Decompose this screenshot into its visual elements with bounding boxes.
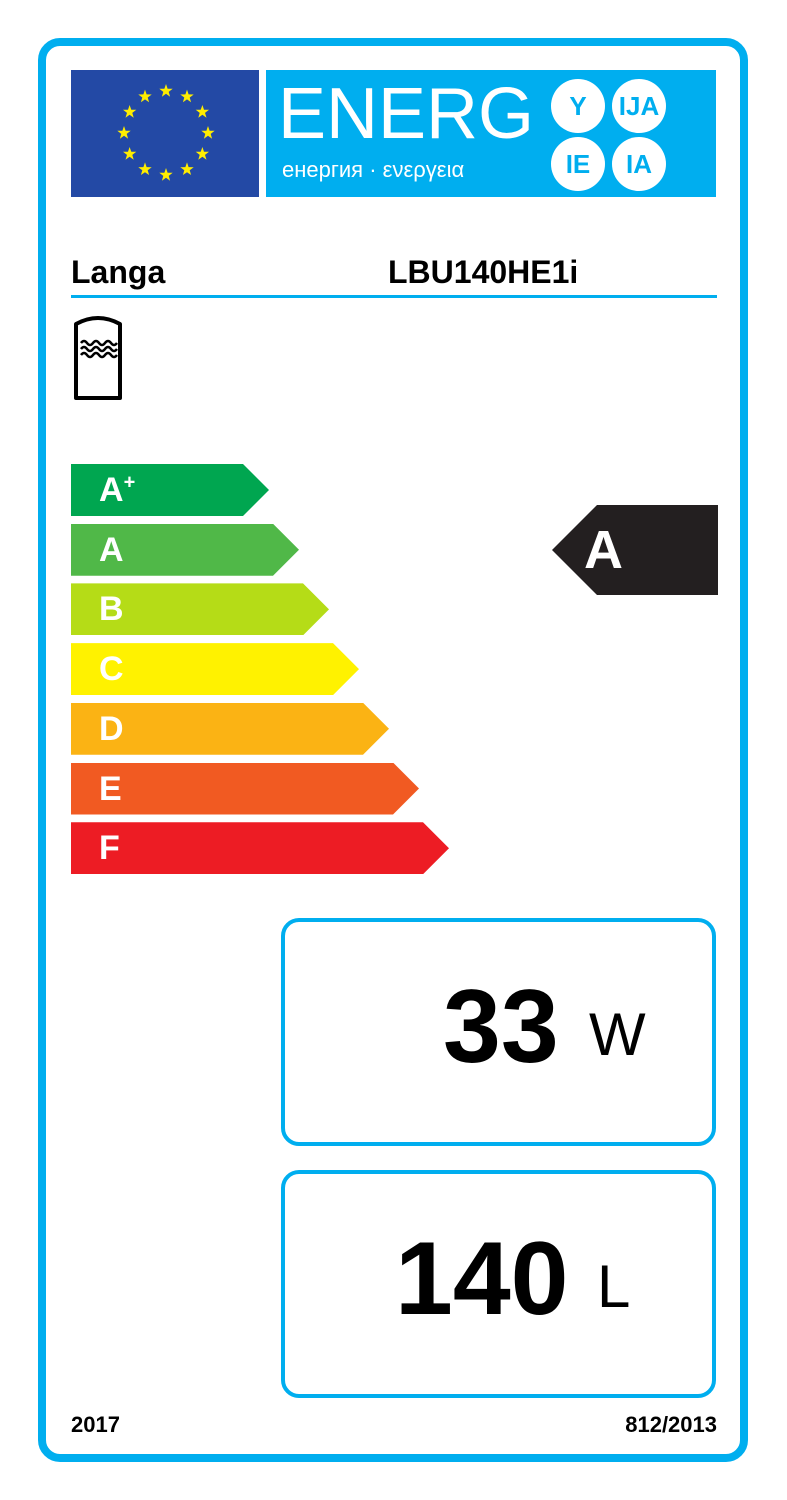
energy-banner: ENERG енергия · ενεργεια Y IJA IE IA xyxy=(266,70,716,197)
star-icon xyxy=(117,126,131,139)
label-frame xyxy=(38,38,748,1462)
star-icon xyxy=(180,89,194,103)
volume-value: 140 xyxy=(395,1221,569,1337)
star-icon xyxy=(138,162,152,175)
scale-bar-c: C xyxy=(71,643,359,695)
star-icon xyxy=(201,126,215,139)
suffix-y: Y xyxy=(551,79,605,133)
scale-letter: D xyxy=(99,709,124,748)
scale-bar-b: B xyxy=(71,583,329,635)
scale-bar-e: E xyxy=(71,763,419,815)
scale-letter: F xyxy=(99,829,120,868)
star-icon xyxy=(123,147,137,160)
eu-flag xyxy=(71,70,259,197)
model-id: LBU140HE1i xyxy=(388,254,579,290)
scale-bar-d: D xyxy=(71,703,389,755)
scale-bar-a: A xyxy=(71,524,299,576)
scale-plus: + xyxy=(123,471,136,494)
energy-subtitle: енергия · ενεργεια xyxy=(282,157,465,182)
scale-letter: E xyxy=(99,769,122,808)
header-rule xyxy=(71,295,717,298)
star-icon xyxy=(159,84,173,97)
star-icon xyxy=(195,105,209,118)
water-storage-tank-icon xyxy=(73,312,125,405)
scale-letter: C xyxy=(99,650,124,689)
suffix-ia: IA xyxy=(612,137,666,191)
volume-box: 140 L xyxy=(281,1170,716,1398)
energy-word: ENERG xyxy=(278,74,535,154)
scale-bar-f: F xyxy=(71,822,449,874)
star-icon xyxy=(138,89,152,103)
scale-letter: A xyxy=(99,471,124,509)
footer-regulation: 812/2013 xyxy=(625,1412,717,1437)
star-icon xyxy=(159,168,173,181)
standing-loss-unit: W xyxy=(589,1001,646,1068)
volume-unit: L xyxy=(597,1253,631,1320)
star-icon xyxy=(123,105,137,118)
footer-year: 2017 xyxy=(71,1412,120,1437)
scale-bar-aplus: A+ xyxy=(71,464,269,516)
scale-letter: B xyxy=(99,590,124,629)
standing-loss-box: 33 W xyxy=(281,918,716,1146)
standing-loss-value: 33 xyxy=(443,969,559,1085)
suffix-ija: IJA xyxy=(612,79,666,133)
scale-letter: A xyxy=(99,530,124,569)
star-icon xyxy=(195,147,209,160)
star-icon xyxy=(180,162,194,175)
supplier-name: Langa xyxy=(71,254,166,290)
suffix-ie: IE xyxy=(551,137,605,191)
